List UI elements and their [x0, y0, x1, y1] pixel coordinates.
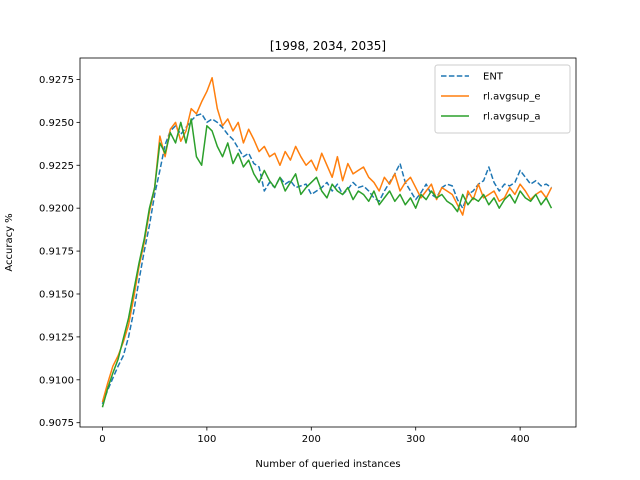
- y-tick-label: 0.9075: [39, 418, 74, 429]
- y-tick-label: 0.9225: [39, 161, 74, 172]
- y-axis-title: Accuracy %: [4, 213, 15, 271]
- x-tick-label: 200: [302, 434, 321, 445]
- x-axis-title: Number of queried instances: [255, 459, 400, 470]
- legend-label: rl.avgsup_a: [483, 112, 541, 123]
- y-tick-label: 0.9125: [39, 332, 74, 343]
- axes-layer: 0 100 200 300 400 0.9075 0.9100 0.9125 0.9150 0.9…: [39, 75, 530, 445]
- x-tick-label: 0: [99, 434, 105, 445]
- y-tick-label: 0.9150: [39, 289, 74, 300]
- y-tick-label: 0.9100: [39, 375, 74, 386]
- plot-area-frame: [79, 57, 577, 428]
- x-tick-label: 100: [197, 434, 216, 445]
- legend-label: ENT: [483, 72, 504, 83]
- x-tick-label: 400: [511, 434, 530, 445]
- x-tick-label: 300: [406, 434, 425, 445]
- y-tick-label: 0.9250: [39, 118, 74, 129]
- y-tick-label: 0.9275: [39, 75, 74, 86]
- chart-title: [1998, 2034, 2035]: [270, 39, 386, 53]
- y-tick-label: 0.9200: [39, 204, 74, 215]
- legend: ENT rl.avgsup_e rl.avgsup_a: [434, 64, 571, 134]
- series-line-rl-avgsup-a: [101, 118, 553, 408]
- y-tick-label: 0.9175: [39, 247, 74, 258]
- legend-label: rl.avgsup_e: [483, 92, 541, 103]
- series-line-rl-avgsup-e: [101, 76, 553, 403]
- series-layer: [101, 76, 553, 408]
